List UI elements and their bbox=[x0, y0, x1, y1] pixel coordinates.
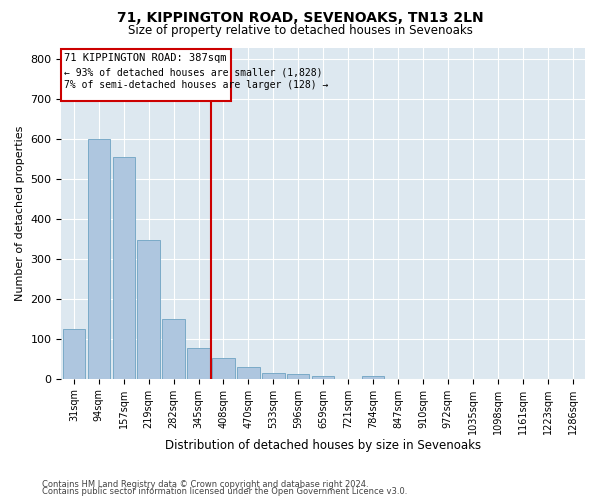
Text: 71 KIPPINGTON ROAD: 387sqm: 71 KIPPINGTON ROAD: 387sqm bbox=[64, 52, 226, 62]
Bar bbox=[312, 376, 334, 378]
Bar bbox=[262, 373, 284, 378]
Bar bbox=[137, 240, 160, 378]
Text: Contains public sector information licensed under the Open Government Licence v3: Contains public sector information licen… bbox=[42, 487, 407, 496]
Bar bbox=[61, 50, 231, 102]
X-axis label: Distribution of detached houses by size in Sevenoaks: Distribution of detached houses by size … bbox=[165, 440, 481, 452]
Bar bbox=[113, 157, 135, 378]
Bar bbox=[187, 348, 210, 378]
Bar bbox=[88, 140, 110, 378]
Bar bbox=[163, 319, 185, 378]
Bar bbox=[362, 376, 384, 378]
Bar bbox=[237, 367, 260, 378]
Bar bbox=[62, 329, 85, 378]
Text: 7% of semi-detached houses are larger (128) →: 7% of semi-detached houses are larger (1… bbox=[64, 80, 328, 90]
Text: ← 93% of detached houses are smaller (1,828): ← 93% of detached houses are smaller (1,… bbox=[64, 67, 322, 77]
Bar bbox=[287, 374, 310, 378]
Text: 71, KIPPINGTON ROAD, SEVENOAKS, TN13 2LN: 71, KIPPINGTON ROAD, SEVENOAKS, TN13 2LN bbox=[116, 11, 484, 25]
Text: Contains HM Land Registry data © Crown copyright and database right 2024.: Contains HM Land Registry data © Crown c… bbox=[42, 480, 368, 489]
Bar bbox=[212, 358, 235, 378]
Text: Size of property relative to detached houses in Sevenoaks: Size of property relative to detached ho… bbox=[128, 24, 472, 37]
Y-axis label: Number of detached properties: Number of detached properties bbox=[15, 126, 25, 301]
